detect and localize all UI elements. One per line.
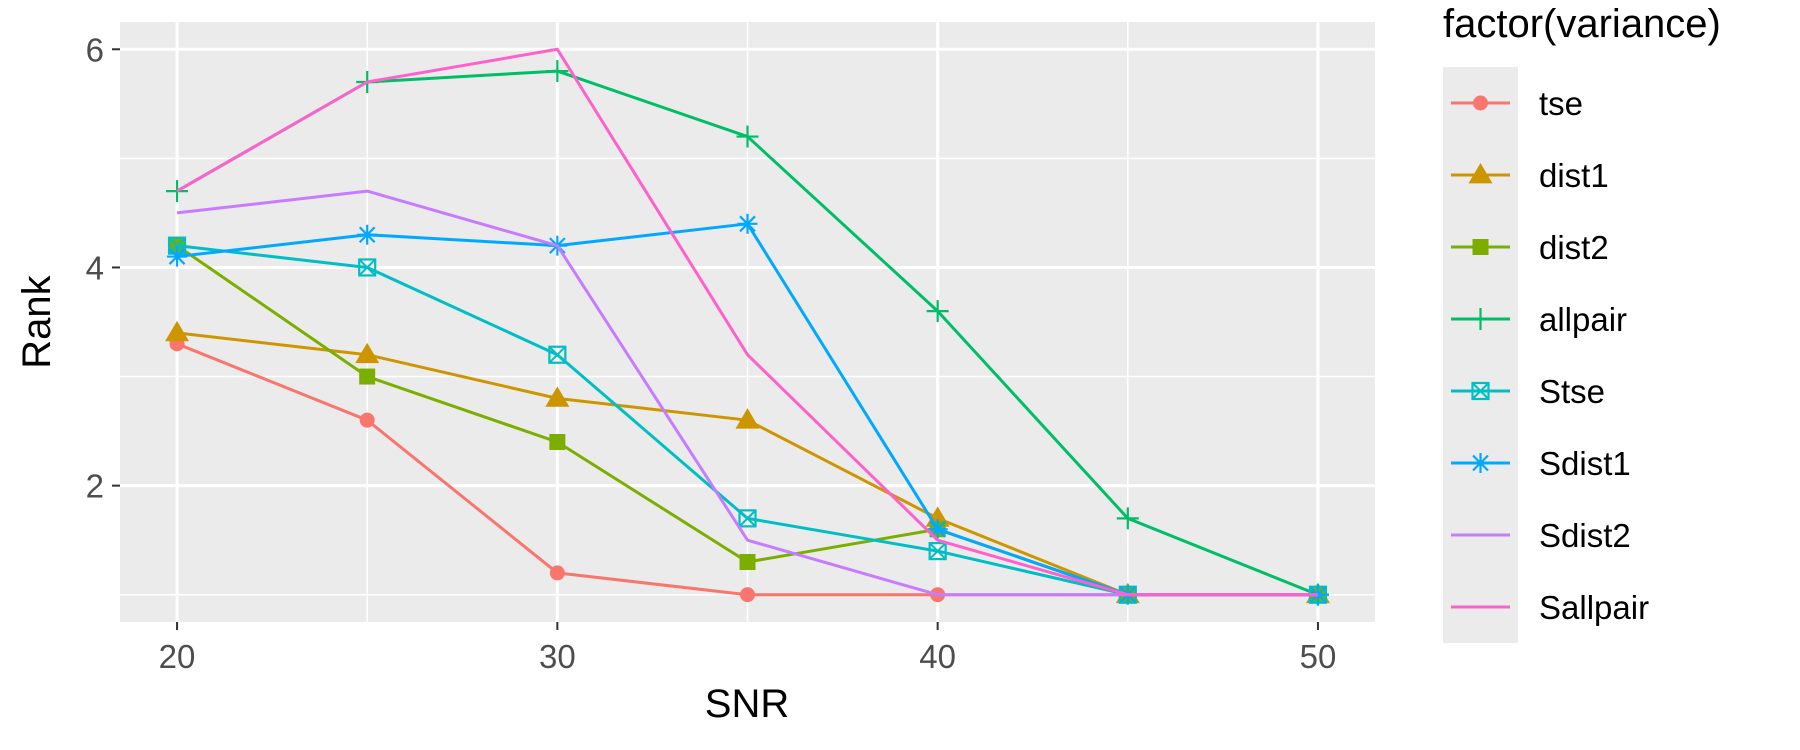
data-point-Stse — [738, 509, 757, 528]
y-tick-label: 6 — [86, 31, 104, 68]
legend-title: factor(variance) — [1443, 2, 1721, 46]
x-tick-label: 30 — [539, 638, 576, 675]
legend-key-marker — [1471, 381, 1490, 401]
legend-key-background — [1443, 67, 1518, 643]
grid-lines — [120, 22, 1375, 622]
data-point-dist2 — [549, 434, 566, 450]
y-tick-label: 4 — [86, 249, 104, 286]
series-line-Sallpair — [176, 47, 1318, 597]
data-point-Stse — [358, 258, 377, 277]
series-Sallpair — [176, 47, 1318, 597]
data-point-Stse — [548, 345, 567, 364]
data-point-Sdist1 — [167, 246, 188, 267]
legend-key-marker — [1470, 453, 1491, 473]
legend-label: Stse — [1539, 373, 1605, 410]
x-tick-label: 20 — [159, 638, 196, 675]
data-point-Sdist1 — [927, 519, 948, 540]
data-point-Sdist1 — [357, 224, 378, 245]
data-point-dist1 — [165, 320, 190, 342]
legend-item-Sallpair: Sallpair — [1451, 589, 1649, 626]
legend-label: dist1 — [1539, 157, 1609, 194]
y-tick-label: 2 — [86, 468, 104, 505]
legend-item-dist2: dist2 — [1451, 229, 1609, 266]
legend-label: Sdist2 — [1539, 517, 1631, 554]
data-point-tse — [549, 565, 565, 581]
legend-key-marker — [1473, 95, 1488, 111]
legend-key-marker — [1468, 163, 1493, 184]
legend-item-allpair: allpair — [1451, 301, 1627, 338]
axes: 20 30 40 50 2 4 6 — [86, 31, 1337, 675]
x-tick-label: 50 — [1300, 638, 1337, 675]
data-point-tse — [740, 587, 755, 603]
x-axis-title: SNR — [705, 682, 789, 726]
data-point-dist2 — [739, 554, 756, 570]
data-point-allpair — [1116, 507, 1139, 530]
data-point-allpair — [546, 60, 569, 83]
x-tick-label: 40 — [919, 638, 956, 675]
legend-key-marker — [1472, 239, 1489, 255]
data-point-tse — [359, 412, 375, 428]
data-point-Stse — [928, 541, 947, 561]
legend-label: allpair — [1539, 301, 1627, 338]
data-point-allpair — [926, 300, 949, 323]
y-axis-title: Rank — [15, 274, 59, 368]
legend-key-marker — [1469, 308, 1492, 330]
legend-item-Stse: Stse — [1451, 373, 1605, 410]
legend-label: tse — [1539, 85, 1583, 122]
legend-item-tse: tse — [1451, 85, 1583, 122]
data-point-dist2 — [359, 368, 376, 385]
series-group — [165, 47, 1330, 606]
data-point-allpair — [736, 125, 759, 148]
legend-item-Sdist1: Sdist1 — [1451, 445, 1631, 482]
legend-item-Sdist2: Sdist2 — [1451, 517, 1631, 554]
legend-label: Sdist1 — [1539, 445, 1631, 482]
data-point-Sdist1 — [737, 213, 758, 234]
legend-item-dist1: dist1 — [1451, 157, 1609, 194]
data-point-dist1 — [735, 408, 760, 429]
legend: tse dist1 dist2 allpair Stse Sdist1 Sdist2 Sall… — [1451, 85, 1649, 626]
legend-label: Sallpair — [1539, 589, 1649, 626]
data-point-dist1 — [545, 386, 570, 407]
data-point-dist1 — [355, 342, 380, 364]
legend-label: dist2 — [1539, 229, 1609, 266]
